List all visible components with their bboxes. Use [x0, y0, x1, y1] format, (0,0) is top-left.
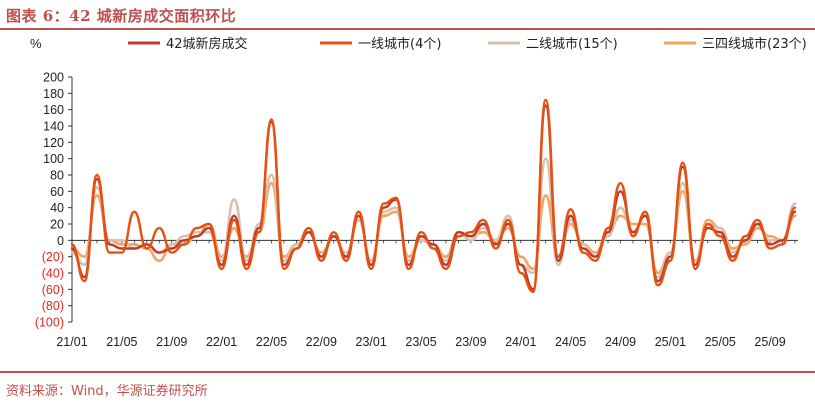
legend-label-3: 三四线城市(23个): [702, 36, 807, 52]
y-tick-label: 60: [50, 185, 64, 199]
x-tick-label: 21/05: [106, 335, 137, 349]
y-tick-label: (20): [42, 250, 64, 264]
y-tick-label: 0: [57, 234, 64, 248]
x-tick-label: 25/09: [754, 335, 785, 349]
bottom-rule: [0, 371, 815, 373]
chart-title: 图表 6：42 城新房成交面积环比: [6, 7, 237, 25]
x-tick-label: 23/05: [405, 335, 436, 349]
legend-label-0: 42城新房成交: [166, 36, 248, 52]
x-tick-label: 24/01: [505, 335, 536, 349]
x-tick-label: 23/01: [356, 335, 387, 349]
y-tick-label: 100: [43, 152, 64, 166]
y-tick-label: (100): [35, 316, 64, 330]
y-tick-label: 120: [43, 136, 64, 150]
y-tick-label: 180: [43, 87, 64, 101]
y-tick-label: (40): [42, 267, 64, 281]
x-tick-label: 25/01: [655, 335, 686, 349]
x-tick-label: 22/01: [206, 335, 237, 349]
y-tick-label: 160: [43, 103, 64, 117]
legend: 42城新房成交 一线城市(4个) 二线城市(15个) 三四线城市(23个): [128, 36, 807, 52]
y-tick-label: 80: [50, 169, 64, 183]
y-tick-label: 140: [43, 120, 64, 134]
source-note: 资料来源：Wind，华源证券研究所: [6, 384, 208, 399]
x-tick-label: 22/05: [256, 335, 287, 349]
x-tick-label: 21/01: [56, 335, 87, 349]
y-tick-label: (80): [42, 299, 64, 313]
x-tick-label: 21/09: [156, 335, 187, 349]
x-tick-label: 25/05: [705, 335, 736, 349]
y-tick-label: (60): [42, 283, 64, 297]
x-tick-label: 24/05: [555, 335, 586, 349]
legend-label-1: 一线城市(4个): [358, 36, 441, 52]
series-layer: [70, 98, 797, 293]
x-tick-label: 24/09: [605, 335, 636, 349]
x-tick-label: 22/09: [306, 335, 337, 349]
x-tick-label: 23/09: [455, 335, 486, 349]
axis-layer: %200180160140120100806040200(20)(40)(60)…: [30, 36, 798, 349]
line-chart: %200180160140120100806040200(20)(40)(60)…: [30, 36, 807, 349]
y-tick-label: 200: [43, 71, 64, 85]
top-rule: [0, 28, 815, 30]
y-tick-label: 20: [50, 218, 64, 232]
series-line-1: [70, 98, 797, 293]
legend-label-2: 二线城市(15个): [526, 36, 618, 52]
y-tick-label: 40: [50, 201, 64, 215]
y-axis-unit: %: [30, 36, 42, 51]
